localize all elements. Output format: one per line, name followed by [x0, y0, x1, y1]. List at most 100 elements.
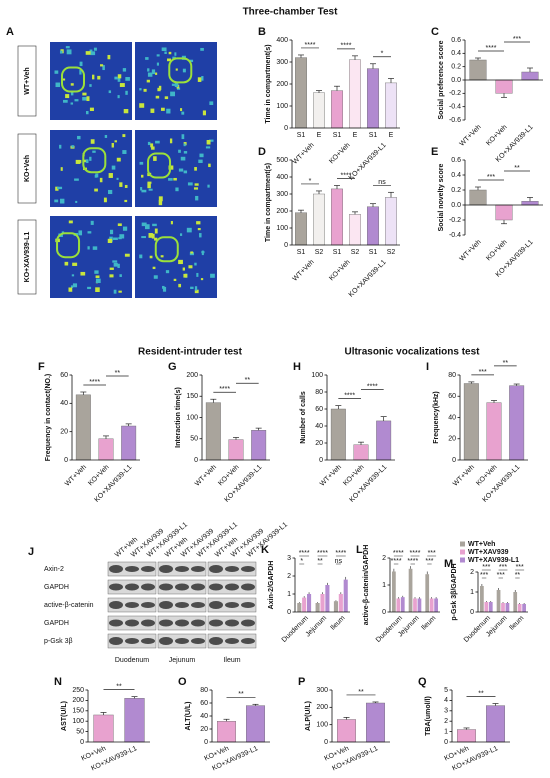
bar — [434, 598, 438, 612]
y-axis-label: Social preference score — [438, 40, 445, 119]
y-tick-label: 1 — [382, 582, 386, 589]
row-label: p-Gsk 3β — [44, 638, 73, 645]
heat-spot — [87, 231, 92, 234]
heat-spot — [82, 92, 87, 96]
y-tick-label: 50 — [76, 728, 84, 735]
label-box — [17, 219, 37, 295]
heat-spot — [92, 246, 98, 250]
y-axis-label: Social novelty score — [438, 164, 445, 232]
heat-spot — [89, 84, 92, 87]
x-tick-label: Ileum — [329, 615, 346, 632]
heat-spot — [54, 199, 59, 203]
x-tick-label: E — [389, 132, 394, 139]
y-tick-label: 0.0 — [451, 202, 461, 209]
bar — [408, 568, 413, 612]
bar — [392, 571, 396, 612]
heat-spot — [148, 188, 153, 191]
y-tick-label: 0.6 — [451, 157, 461, 164]
sig-label: ** — [115, 370, 121, 377]
panel-letter: A — [6, 26, 14, 38]
y-tick-label: 5 — [444, 687, 448, 694]
y-tick-label: 2 — [382, 555, 386, 562]
heat-spot — [164, 96, 169, 100]
y-tick-label: 0 — [284, 125, 288, 132]
bar — [320, 594, 325, 612]
y-tick-label: 2 — [470, 569, 474, 576]
bar — [205, 402, 221, 461]
x-tick-label: S1 — [369, 132, 378, 139]
sig-label: *** — [480, 572, 488, 579]
band — [125, 566, 139, 572]
panel-letter: L — [356, 544, 363, 556]
section-title: Three-chamber Test — [243, 7, 339, 18]
y-tick-label: 100 — [186, 414, 198, 421]
band — [191, 638, 205, 644]
y-tick-label: 200 — [186, 372, 198, 379]
label-box — [17, 133, 37, 204]
bar — [295, 57, 307, 129]
y-tick-label: 1 — [444, 728, 448, 735]
bar — [385, 82, 397, 129]
y-axis-label: TBA(umol/l) — [425, 696, 432, 736]
sig-label: *** — [425, 558, 433, 565]
heat-spot — [66, 49, 72, 55]
heat-spot — [125, 77, 130, 81]
bar — [251, 430, 267, 461]
tissue-label: Jejunum — [169, 657, 196, 664]
sig-label: **** — [335, 550, 346, 557]
group-label: WT+Veh — [292, 142, 316, 166]
group-label: KO+XAV939-L1 — [348, 259, 388, 299]
bar — [349, 59, 361, 129]
sig-label: *** — [487, 174, 495, 181]
panel-letter: K — [261, 544, 269, 556]
heat-spot — [119, 83, 125, 87]
panel-letter: G — [168, 361, 177, 373]
heat-spot — [161, 47, 167, 52]
x-tick-label: Duodenum — [281, 615, 310, 644]
heat-spot — [180, 156, 186, 161]
bar — [509, 385, 525, 461]
sig-label: * — [381, 51, 384, 58]
row-label: active-β-catenin — [44, 602, 94, 609]
x-tick-label: S1 — [297, 249, 306, 256]
panel-letter: B — [258, 26, 266, 38]
y-tick-label: 0 — [324, 739, 328, 746]
heat-spot — [123, 109, 129, 114]
legend-swatch — [460, 541, 465, 547]
bar — [313, 193, 325, 246]
bar — [313, 92, 325, 129]
heat-spot — [155, 72, 158, 75]
y-tick-label: 80 — [448, 372, 456, 379]
bar — [331, 188, 343, 246]
y-tick-label: 0.2 — [451, 187, 461, 194]
heat-spot — [187, 182, 193, 186]
y-tick-label: 50 — [190, 436, 198, 443]
tissue-label: Ileum — [223, 657, 240, 664]
heat-spot — [200, 47, 204, 51]
band — [209, 619, 223, 627]
y-tick-label: 0 — [287, 609, 291, 616]
heat-spot — [107, 238, 113, 244]
heat-spot — [100, 64, 104, 67]
heat-spot — [89, 107, 94, 112]
heat-spot — [59, 50, 63, 54]
heat-spot — [59, 144, 62, 149]
heat-spot — [99, 177, 103, 183]
bar — [124, 698, 145, 743]
x-tick-label: E — [317, 132, 322, 139]
bar — [366, 702, 385, 743]
x-tick-label: S1 — [333, 132, 342, 139]
bar — [325, 585, 330, 612]
band — [225, 566, 239, 572]
heat-spot — [181, 134, 185, 140]
y-axis-label: Frequency(kHz) — [433, 391, 440, 444]
y-tick-label: 0 — [194, 457, 198, 464]
sig-label: ** — [116, 683, 122, 690]
band — [125, 583, 139, 591]
band — [125, 619, 139, 627]
heat-spot — [147, 68, 150, 72]
y-tick-label: 60 — [448, 393, 456, 400]
bar — [330, 408, 346, 461]
band — [241, 566, 255, 572]
bar — [505, 603, 510, 612]
